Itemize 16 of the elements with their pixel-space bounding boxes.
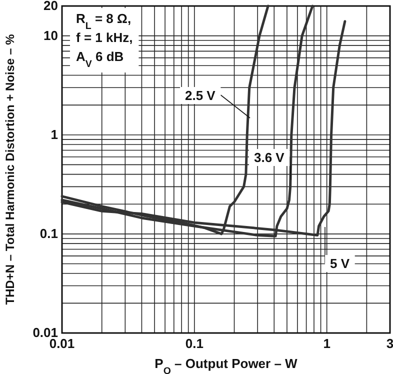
y-tick-label: 0.1 [40,226,58,242]
annotation: f = 1 kHz, [76,30,133,45]
y-tick-label: 1 [50,127,58,142]
y-tick-label: 0.01 [32,325,58,340]
series-label: 3.6 V [254,150,285,165]
series-label: 5 V [330,256,350,271]
x-tick-label: 0.1 [185,336,204,352]
y-tick-label: 10 [44,28,58,43]
x-tick-label: 1 [323,336,330,352]
y-axis-title: THD+N – Total Harmonic Distortion + Noise – % [3,34,17,305]
annotation: A$_{V}$ 6 dB [76,49,124,70]
x-tick-label: 3 [386,336,393,352]
x-axis-title: P$_{O}$ – Output Power – W [154,356,298,374]
text: 2.5 V [185,88,216,103]
annotation: R$_{L}$ = 8 Ω, [76,11,132,32]
y-tick-label: 20 [44,0,58,14]
